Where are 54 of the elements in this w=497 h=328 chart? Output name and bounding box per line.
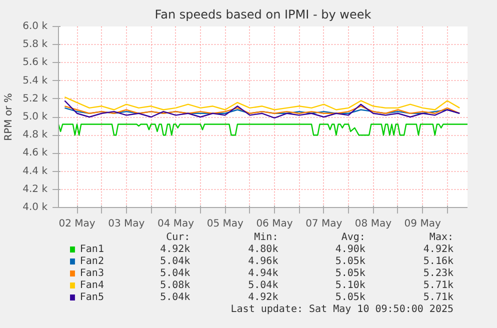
x-tick-label: 04 May bbox=[157, 218, 194, 230]
text: 5.71k bbox=[423, 280, 454, 291]
y-tick-label: 5.2 k bbox=[22, 93, 48, 104]
text: 5.23k bbox=[423, 268, 454, 279]
text: 5.04k bbox=[160, 268, 190, 279]
text: 5.71k bbox=[423, 292, 454, 303]
text: Last update: Sat May 10 09:50:00 2025 bbox=[230, 304, 454, 315]
text: 5.04k bbox=[248, 280, 278, 291]
text: 4.90k bbox=[335, 244, 366, 255]
y-tick-label: 4.0 k bbox=[22, 202, 48, 213]
y-axis-title: RPM or % bbox=[4, 93, 15, 141]
text: 5.10k bbox=[335, 280, 366, 291]
text: 5.05k bbox=[335, 268, 366, 279]
x-tick-label: 07 May bbox=[306, 218, 342, 230]
x-tick-label: 03 May bbox=[108, 218, 145, 230]
y-tick-label: 4.4 k bbox=[22, 166, 48, 177]
y-tick-label: 6.0 k bbox=[22, 21, 48, 32]
text: Max: bbox=[429, 232, 454, 243]
text: Cur: bbox=[166, 232, 190, 243]
legend-label: Fan4 bbox=[80, 280, 104, 291]
line-series bbox=[64, 100, 460, 119]
text: 5.04k bbox=[160, 292, 190, 303]
legend-label: Fan3 bbox=[80, 268, 104, 279]
y-tick-label: 4.8 k bbox=[22, 130, 48, 141]
y-tick-label: 5.6 k bbox=[22, 57, 48, 68]
text: 4.96k bbox=[248, 256, 278, 267]
x-tick-label: 08 May bbox=[354, 218, 392, 230]
y-tick-label: 5.8 k bbox=[22, 39, 48, 50]
text: 4.92k bbox=[423, 244, 454, 255]
x-tick-label: 02 May bbox=[58, 218, 96, 230]
text: Min: bbox=[254, 232, 278, 243]
line-series bbox=[58, 124, 468, 136]
chart-title: Fan speeds based on IPMI - by week bbox=[154, 8, 372, 22]
text: Avg: bbox=[341, 232, 366, 243]
x-tick-label: 06 May bbox=[256, 218, 293, 230]
text: 5.08k bbox=[160, 280, 190, 291]
text: 4.80k bbox=[248, 244, 278, 255]
legend-label: Fan5 bbox=[80, 292, 104, 303]
y-tick-label: 5.4 k bbox=[22, 75, 48, 86]
text: 5.05k bbox=[335, 292, 366, 303]
text: 5.16k bbox=[423, 256, 454, 267]
text: 4.94k bbox=[248, 268, 278, 279]
y-tick-label: 5.0 k bbox=[22, 112, 48, 122]
legend-label: Fan1 bbox=[80, 244, 104, 255]
x-tick-label: 09 May bbox=[404, 218, 441, 230]
line-series bbox=[64, 96, 460, 110]
text: 4.92k bbox=[160, 244, 190, 255]
text: 5.04k bbox=[160, 256, 190, 267]
y-tick-label: 4.2 k bbox=[22, 184, 48, 195]
text: 4.92k bbox=[248, 292, 278, 303]
x-tick-label: 05 May bbox=[206, 218, 244, 230]
legend-label: Fan2 bbox=[80, 256, 104, 267]
text: 5.05k bbox=[335, 256, 366, 267]
y-tick-label: 4.6 k bbox=[22, 148, 48, 159]
